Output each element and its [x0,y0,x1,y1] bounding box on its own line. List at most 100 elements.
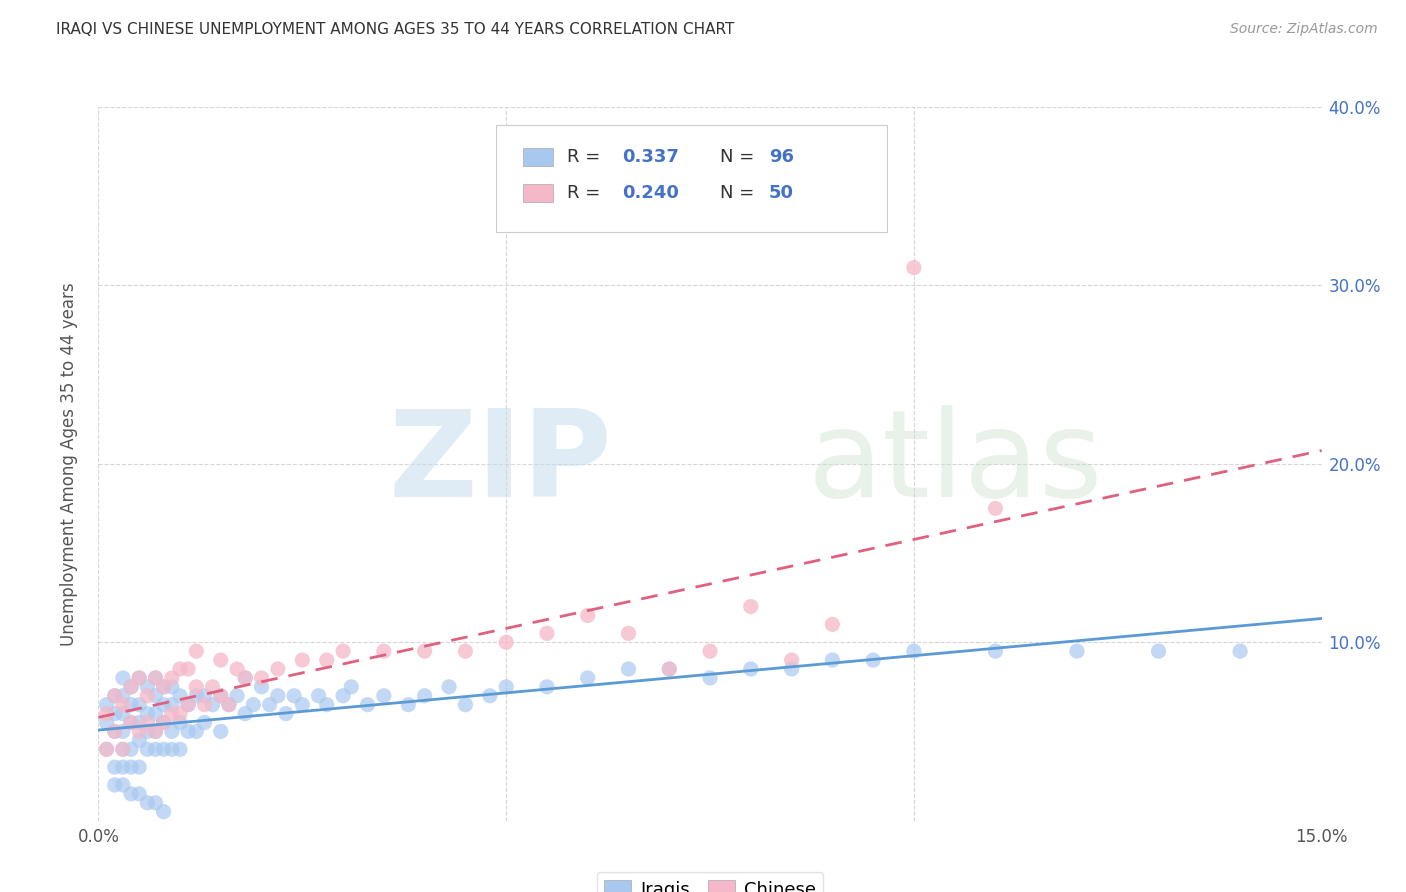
Point [780,653,803,667]
Point [356,698,378,712]
Point [250,671,273,685]
Point [111,689,134,703]
Point [413,689,436,703]
Point [340,680,363,694]
Point [862,653,884,667]
Point [145,689,167,703]
Point [308,689,330,703]
Point [209,689,232,703]
Point [152,742,174,756]
Point [201,680,224,694]
Point [111,724,134,739]
Point [821,617,844,632]
Point [120,760,142,774]
Point [152,715,174,730]
Point [193,715,215,730]
Point [145,671,167,685]
Point [136,680,159,694]
Point [740,599,762,614]
FancyBboxPatch shape [496,125,887,232]
Text: R =: R = [567,148,606,166]
Point [145,796,167,810]
Point [145,724,167,739]
Point [332,644,354,658]
Point [120,680,142,694]
Point [259,698,281,712]
Point [128,787,150,801]
Point [120,715,142,730]
Point [209,689,232,703]
Point [169,715,191,730]
Point [160,706,183,721]
Point [111,671,134,685]
Point [536,680,558,694]
Point [186,680,208,694]
Point [111,742,134,756]
Point [186,689,208,703]
Point [128,671,150,685]
Point [128,733,150,747]
Point [233,706,256,721]
Point [396,698,419,712]
Point [576,671,599,685]
Point [984,501,1007,516]
FancyBboxPatch shape [523,184,554,202]
Point [111,760,134,774]
Point [96,742,118,756]
Point [226,689,249,703]
Point [658,662,681,676]
Point [332,689,354,703]
Point [152,715,174,730]
Point [454,698,477,712]
Point [96,698,118,712]
Point [145,671,167,685]
Text: N =: N = [720,184,759,202]
Point [699,644,721,658]
Point [111,706,134,721]
Point [984,644,1007,658]
Point [1066,644,1088,658]
Point [160,724,183,739]
Point [233,671,256,685]
FancyBboxPatch shape [523,148,554,166]
Point [193,698,215,712]
Text: R =: R = [567,184,606,202]
Point [209,653,232,667]
Point [104,724,127,739]
Point [111,698,134,712]
Point [242,698,264,712]
Point [177,724,200,739]
Point [454,644,477,658]
Point [193,689,215,703]
Point [233,671,256,685]
Point [104,760,127,774]
Text: N =: N = [720,148,759,166]
Point [267,689,290,703]
Point [576,608,599,623]
Point [128,724,150,739]
Point [169,742,191,756]
Point [136,715,159,730]
Point [903,644,925,658]
Text: atlas: atlas [808,405,1104,523]
Point [903,260,925,275]
Point [209,724,232,739]
Point [373,689,395,703]
Point [250,680,273,694]
Point [177,662,200,676]
Point [437,680,460,694]
Point [780,662,803,676]
Point [274,706,297,721]
Point [128,715,150,730]
Point [740,662,762,676]
Text: 50: 50 [769,184,794,202]
Point [136,706,159,721]
Point [160,671,183,685]
Point [104,724,127,739]
Point [177,698,200,712]
Point [218,698,240,712]
Point [160,698,183,712]
Point [120,680,142,694]
Point [315,653,337,667]
Point [373,644,395,658]
